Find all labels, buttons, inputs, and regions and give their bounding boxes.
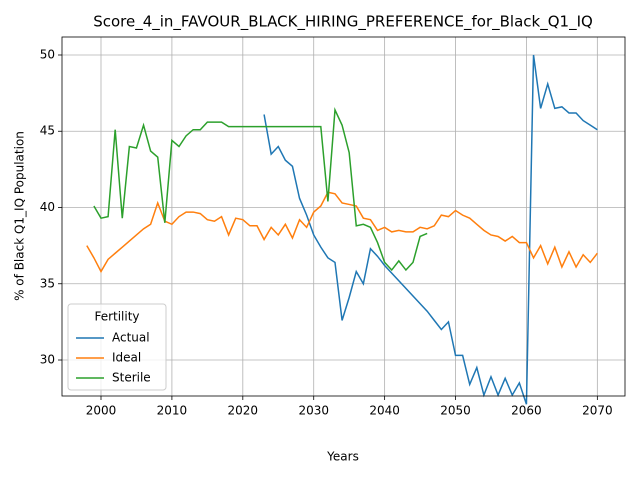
line-series xyxy=(93,106,428,272)
x-tick-label: 2010 xyxy=(157,404,188,418)
y-tick-label: 35 xyxy=(40,276,55,290)
y-tick-label: 45 xyxy=(40,124,55,138)
plot-frame xyxy=(61,36,626,397)
legend-label: Actual xyxy=(112,331,150,345)
y-axis-label: % of Black Q1_IQ Population xyxy=(13,131,27,301)
x-tick-label: 2030 xyxy=(298,404,329,418)
y-tick-label: 40 xyxy=(40,200,55,214)
y-tick-label: 50 xyxy=(40,47,55,61)
y-tick-label: 30 xyxy=(40,353,55,367)
chart-title: Score_4_in_FAVOUR_BLACK_HIRING_PREFERENC… xyxy=(93,13,593,32)
line-series xyxy=(86,191,598,274)
legend-label: Sterile xyxy=(112,371,151,385)
legend-box xyxy=(67,303,167,391)
line-series xyxy=(263,54,598,405)
x-tick-label: 2000 xyxy=(86,404,117,418)
legend-label: Ideal xyxy=(112,351,141,365)
x-tick-label: 2070 xyxy=(582,404,613,418)
x-tick-label: 2040 xyxy=(369,404,400,418)
x-tick-label: 2050 xyxy=(440,404,471,418)
x-axis-label: Years xyxy=(326,450,359,464)
x-tick-label: 2020 xyxy=(228,404,259,418)
x-tick-label: 2060 xyxy=(511,404,542,418)
legend-title: Fertility xyxy=(94,310,139,324)
